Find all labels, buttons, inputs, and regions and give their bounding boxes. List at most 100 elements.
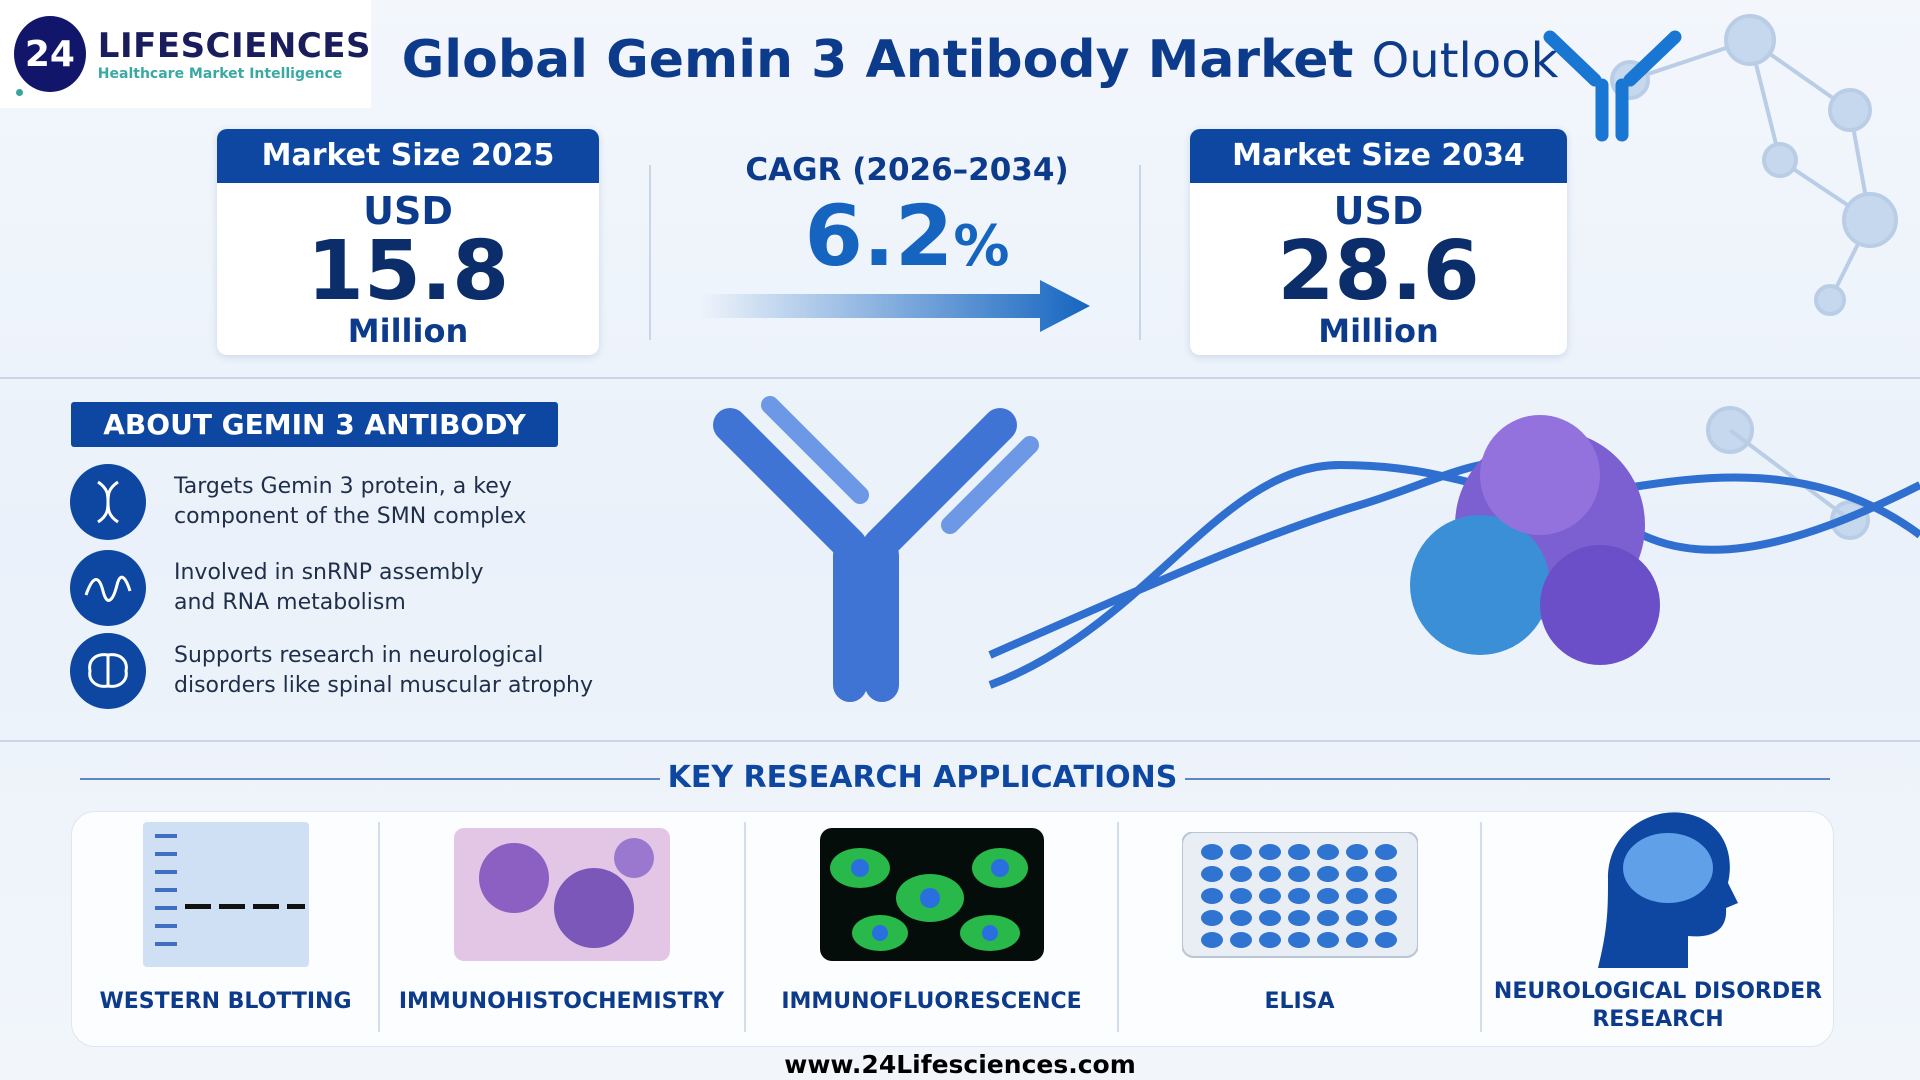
plate-well	[1200, 932, 1223, 948]
dna-icon	[70, 464, 146, 540]
market-size-2025-card: Market Size 2025 USD 15.8 Million	[217, 129, 599, 355]
plate-well	[1345, 888, 1368, 904]
unit: Million	[347, 312, 469, 350]
divider	[80, 778, 660, 780]
logo-name: LIFESCIENCES	[97, 26, 371, 66]
plate-well	[1229, 866, 1252, 882]
plate-well	[1258, 866, 1281, 882]
about-text: Targets Gemin 3 protein, a key	[174, 474, 512, 499]
plate-well	[1345, 844, 1368, 860]
plate-well	[1258, 910, 1281, 926]
cagr-value: 6.2	[804, 187, 954, 285]
plate-well	[1287, 932, 1310, 948]
footer-url[interactable]: www.24Lifesciences.com	[784, 1050, 1136, 1079]
growth-arrow-icon	[700, 280, 1090, 332]
divider	[378, 822, 380, 1032]
plate-well	[1374, 910, 1397, 926]
about-text: Involved in snRNP assembly	[174, 560, 484, 585]
western-blot-gel-icon	[142, 822, 309, 967]
divider	[1185, 778, 1830, 780]
application-neurological-disorder-research: NEUROLOGICAL DISORDER RESEARCH	[1481, 812, 1835, 1048]
antibody-dna-protein-illustration	[713, 396, 1920, 702]
divider	[0, 740, 1920, 742]
plate-well	[1287, 910, 1310, 926]
about-text: Supports research in neurological	[174, 643, 544, 668]
divider	[1117, 822, 1119, 1032]
rna-wave-icon	[70, 550, 146, 626]
application-elisa: ELISA	[1118, 812, 1481, 1048]
plate-well	[1287, 866, 1310, 882]
plate-well	[1345, 910, 1368, 926]
about-text: disorders like spinal muscular atrophy	[174, 673, 593, 698]
application-western-blotting: WESTERN BLOTTING	[72, 812, 379, 1048]
plate-well	[1200, 844, 1223, 860]
application-label: WESTERN BLOTTING	[99, 989, 352, 1014]
logo-mark: 24	[14, 16, 86, 96]
page-title: Global Gemin 3 Antibody Market Outlook	[380, 30, 1580, 90]
market-value: 28.6	[1277, 224, 1480, 319]
application-label: NEUROLOGICAL DISORDER	[1493, 979, 1823, 1004]
card-header: Market Size 2034	[1190, 129, 1567, 183]
plate-well	[1374, 888, 1397, 904]
plate-well	[1229, 910, 1252, 926]
plate-well	[1287, 844, 1310, 860]
plate-well	[1345, 866, 1368, 882]
molecule-background-icon	[1610, 14, 1898, 540]
plate-well	[1229, 888, 1252, 904]
plate-well	[1345, 932, 1368, 948]
plate-well	[1200, 910, 1223, 926]
antibody-title-icon	[1543, 30, 1682, 142]
plate-well	[1200, 888, 1223, 904]
application-label: ELISA	[1264, 989, 1335, 1014]
plate-well	[1229, 932, 1252, 948]
application-label: IMMUNOHISTOCHEMISTRY	[398, 989, 725, 1014]
applications-panel: WESTERN BLOTTING IMMUNOHISTOCHEMISTRY IM…	[71, 811, 1834, 1047]
plate-well	[1316, 932, 1339, 948]
plate-well	[1258, 888, 1281, 904]
applications-header: KEY RESEARCH APPLICATIONS	[667, 760, 1178, 795]
market-size-2034-card: Market Size 2034 USD 28.6 Million	[1190, 129, 1567, 355]
plate-well	[1374, 866, 1397, 882]
about-text: and RNA metabolism	[174, 590, 406, 615]
cagr-unit: %	[953, 214, 1010, 279]
plate-well	[1316, 910, 1339, 926]
fluorescent-cells-icon	[819, 828, 1044, 961]
title-main: Global Gemin 3 Antibody Market	[401, 30, 1354, 90]
card-header: Market Size 2025	[217, 129, 599, 183]
brain-icon	[70, 633, 146, 709]
currency: USD	[363, 189, 453, 233]
plate-well	[1287, 888, 1310, 904]
divider	[1139, 165, 1141, 340]
tissue-stain-icon	[453, 828, 670, 961]
unit: Million	[1318, 312, 1439, 350]
plate-well	[1316, 888, 1339, 904]
plate-well	[1258, 932, 1281, 948]
about-text: component of the SMN complex	[174, 504, 527, 529]
plate-well	[1229, 844, 1252, 860]
application-immunofluorescence: IMMUNOFLUORESCENCE	[745, 812, 1118, 1048]
divider	[0, 377, 1920, 379]
plate-well	[1258, 844, 1281, 860]
title-suffix: Outlook	[1371, 33, 1559, 89]
plate-well	[1316, 866, 1339, 882]
application-immunohistochemistry: IMMUNOHISTOCHEMISTRY	[379, 812, 744, 1048]
company-logo: 24 LIFESCIENCES Healthcare Market Intell…	[0, 0, 371, 108]
divider	[744, 822, 746, 1032]
cagr-block: CAGR (2026–2034) 6.2%	[700, 152, 1114, 295]
head-brain-icon	[1598, 812, 1738, 968]
about-item: Supports research in neurological disorde…	[70, 633, 593, 709]
cagr-label: CAGR (2026–2034)	[745, 152, 1069, 188]
logo-tagline: Healthcare Market Intelligence	[97, 66, 343, 82]
well-plate-icon	[1181, 832, 1418, 958]
about-item: Targets Gemin 3 protein, a key component …	[70, 464, 526, 540]
plate-well	[1374, 844, 1397, 860]
about-header: ABOUT GEMIN 3 ANTIBODY	[71, 402, 558, 447]
plate-well	[1374, 932, 1397, 948]
application-label: RESEARCH	[1592, 1007, 1724, 1032]
application-label: IMMUNOFLUORESCENCE	[781, 989, 1082, 1014]
divider	[649, 165, 651, 340]
market-value: 15.8	[306, 224, 510, 319]
currency: USD	[1333, 189, 1424, 233]
about-item: Involved in snRNP assembly and RNA metabo…	[70, 550, 483, 626]
plate-well	[1200, 866, 1223, 882]
